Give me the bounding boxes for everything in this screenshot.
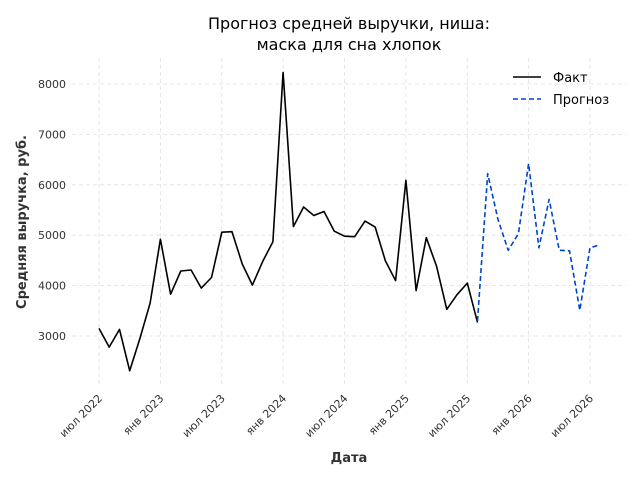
x-tick-label: янв 2026: [489, 392, 535, 438]
legend: Факт Прогноз: [513, 71, 609, 108]
x-tick-label: янв 2023: [121, 392, 167, 438]
x-tick-label: июл 2025: [425, 392, 473, 440]
x-tick-label: июл 2026: [548, 392, 596, 440]
series-layer: [98, 71, 601, 372]
y-tick-label: 3000: [38, 330, 66, 343]
series-line-actual: [98, 71, 479, 372]
x-axis-ticks: июл 2022 янв 2023 июл 2023 янв 2024 июл 2024…: [57, 392, 596, 440]
x-tick-label: янв 2025: [366, 392, 412, 438]
legend-label: Факт: [553, 71, 588, 86]
y-tick-label: 5000: [38, 229, 66, 242]
x-tick-label: июл 2023: [180, 392, 228, 440]
chart-title-line-2: маска для сна хлопок: [257, 35, 442, 54]
x-tick-label: июл 2022: [57, 392, 105, 440]
chart-title-line-1: Прогноз средней выручки, ниша:: [208, 14, 490, 33]
x-axis-label: Дата: [331, 451, 368, 466]
y-tick-label: 7000: [38, 128, 66, 141]
legend-label: Прогноз: [553, 93, 609, 108]
grid: [72, 58, 626, 386]
y-tick-label: 4000: [38, 280, 66, 293]
y-axis-label: Средняя выручка, руб.: [15, 135, 30, 309]
y-tick-label: 6000: [38, 179, 66, 192]
x-tick-label: янв 2024: [243, 392, 289, 438]
x-tick-label: июл 2024: [303, 392, 351, 440]
y-tick-label: 8000: [38, 78, 66, 91]
y-axis-ticks: 3000 4000 5000 6000 7000 8000: [38, 78, 66, 343]
series-line-forecast: [476, 162, 601, 321]
